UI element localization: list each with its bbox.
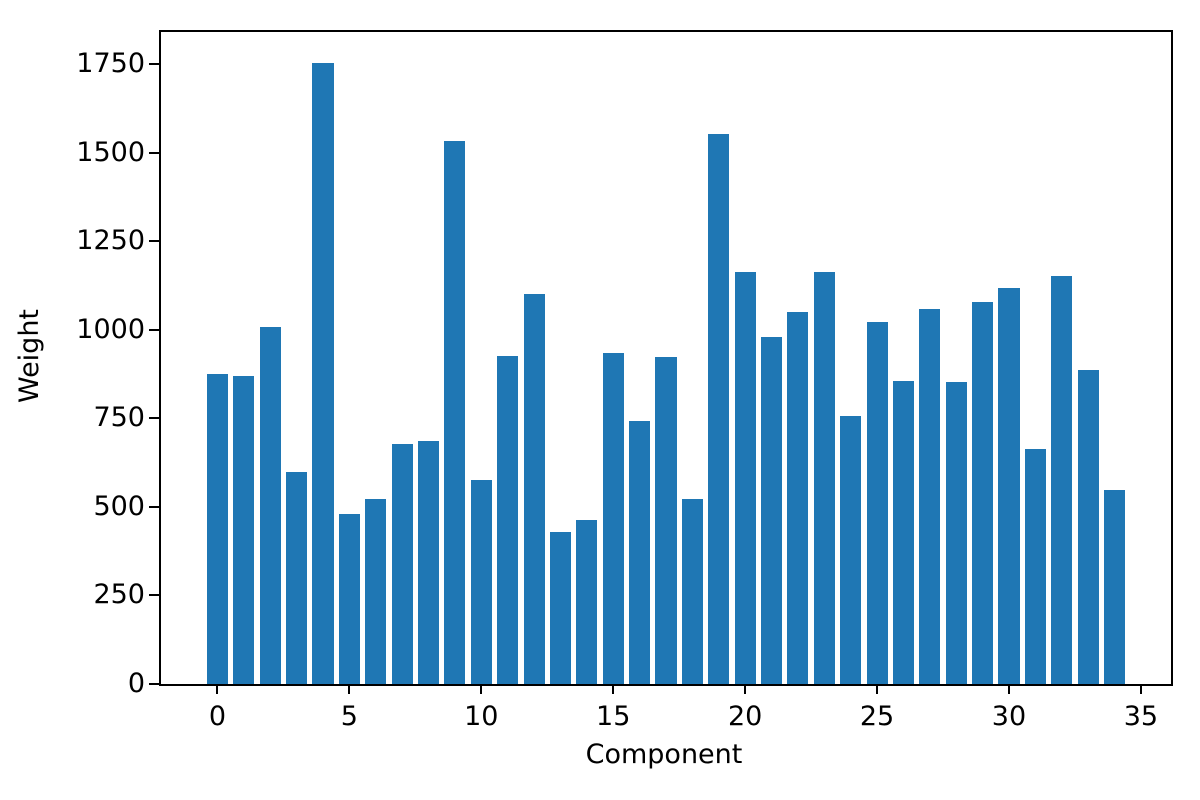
bar-component-25 [866,321,888,684]
bar-component-2 [259,327,281,684]
y-tick-mark [149,417,159,420]
bar-component-16 [629,420,651,684]
bar-component-23 [813,272,835,684]
y-tick-mark [149,240,159,243]
y-tick-mark [149,683,159,685]
bar-component-24 [840,416,862,684]
x-tick-mark [216,684,219,694]
bar-component-17 [655,357,677,684]
x-tick-mark [876,684,879,694]
bar-component-5 [338,513,360,684]
x-tick-mark [1007,684,1010,694]
bar-component-33 [1077,369,1099,684]
x-tick-mark [744,684,747,694]
x-tick-mark [612,684,615,694]
x-axis-label: Component [585,739,743,770]
y-tick-label: 1000 [76,313,145,345]
bar-component-6 [365,498,387,684]
bar-component-14 [576,520,598,684]
bar-component-12 [523,293,545,684]
y-tick-mark [149,63,159,66]
plot-area: 0 250 500 750 1000 1250 1500 1750 0 5 10 15 20 25 30 35… [14,30,1173,770]
y-tick-mark [149,594,159,597]
x-tick-label: 15 [596,701,631,732]
bar-component-8 [417,441,440,684]
bar-component-31 [1024,448,1046,684]
bar-component-26 [892,380,914,684]
bar-component-27 [919,309,941,684]
y-tick-label: 1500 [76,136,145,168]
x-tick-label: 0 [208,701,227,732]
bar-component-28 [945,381,967,684]
y-axis-label: Weight [14,308,45,404]
bar-component-32 [1051,276,1073,684]
bar-component-0 [206,374,228,684]
x-tick-mark [480,684,483,694]
y-tick-mark [149,505,159,508]
bar-component-4 [312,63,334,684]
x-tick-label: 35 [1123,701,1159,732]
x-tick-label: 20 [727,701,763,732]
ticks-layer: 0 250 500 750 1000 1250 1500 1750 0 5 10 15 20 25 30 35 [76,32,1171,732]
bar-component-22 [787,312,809,684]
x-tick-mark [1139,684,1142,694]
bar-component-1 [233,375,255,684]
bar-component-10 [470,479,492,684]
bars-layer [161,32,1171,684]
y-tick-label: 1750 [76,48,145,80]
bar-component-7 [391,444,413,684]
bar-component-9 [444,141,466,684]
bar-component-19 [708,134,730,684]
bar-component-29 [972,301,994,684]
bar-component-15 [602,352,624,684]
bar-component-20 [734,272,756,684]
bar-component-18 [681,499,703,684]
y-tick-label: 250 [93,579,145,611]
y-tick-label: 750 [93,402,145,434]
bar-component-3 [286,472,308,684]
y-tick-mark [149,328,159,331]
bar-component-21 [760,336,783,684]
x-tick-label: 30 [991,701,1027,732]
y-tick-label: 0 [127,668,145,699]
x-tick-label: 25 [859,701,895,732]
x-tick-label: 5 [340,701,358,732]
y-tick-mark [149,151,159,154]
bar-component-11 [497,356,519,684]
y-tick-label: 500 [93,490,145,522]
bar-component-13 [549,531,571,684]
x-tick-mark [348,684,351,694]
x-tick-label: 10 [464,701,499,732]
bar-component-30 [998,287,1020,684]
y-tick-label: 1250 [76,225,145,257]
bar-component-34 [1103,489,1126,684]
